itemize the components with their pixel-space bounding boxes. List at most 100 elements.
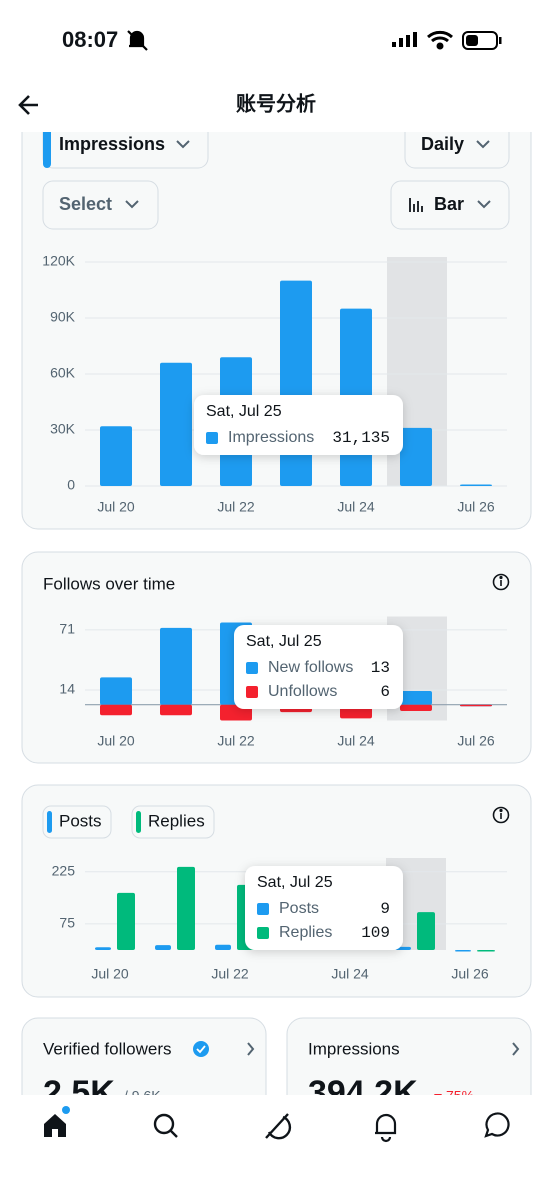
summary-card[interactable]: Impressions 394.2K 75% <box>286 1017 532 1158</box>
nav-messages[interactable] <box>484 1112 510 1138</box>
bar <box>155 945 171 950</box>
bar <box>400 704 432 712</box>
bar <box>100 677 132 705</box>
card-value: 2.5K <box>43 1074 115 1112</box>
dropdown-label: Impressions <box>59 134 165 154</box>
nav-grok[interactable] <box>265 1113 292 1140</box>
metric-dropdown[interactable]: Impressions <box>42 118 209 169</box>
legend-label: Posts <box>59 811 102 830</box>
bar <box>95 947 111 950</box>
tooltip-value: 6 <box>380 683 390 701</box>
legend-label: Replies <box>148 811 205 830</box>
dropdown-label: Daily <box>421 134 464 154</box>
y-tick-label: 60K <box>50 365 76 381</box>
select-dropdown[interactable]: Select <box>42 180 159 230</box>
y-tick-label: 14 <box>59 681 75 697</box>
x-tick-label: Jul 26 <box>451 966 489 982</box>
tooltip-box <box>245 866 403 950</box>
down-arrow <box>434 1094 442 1095</box>
tooltip-title: Sat, Jul 25 <box>257 874 333 891</box>
y-tick-label: 90K <box>50 309 76 325</box>
bar <box>160 362 192 486</box>
tooltip-series-name: Unfollows <box>268 683 337 700</box>
x-tick-label: Jul 24 <box>337 499 375 515</box>
legend-toggle[interactable]: Posts <box>42 805 112 839</box>
wifi-icon <box>427 30 453 50</box>
y-tick-label: 0 <box>67 477 75 493</box>
tooltip-box <box>194 395 403 455</box>
y-tick-label: 30K <box>50 421 76 437</box>
tooltip-title: Sat, Jul 25 <box>246 633 322 650</box>
card-change: 75% <box>446 1088 474 1104</box>
y-tick-label: 71 <box>59 621 75 637</box>
tooltip: Sat, Jul 25 New follows 13 Unfollows 6 <box>234 625 403 709</box>
bar <box>117 892 135 950</box>
x-tick-label: Jul 24 <box>337 733 375 749</box>
legend-swatch <box>47 811 52 833</box>
summary-card[interactable]: Verified followers 2.5K / 9.6K <box>21 1017 267 1158</box>
content: Impressions Daily Select Bar Follows ove… <box>21 118 532 1158</box>
verified-badge <box>193 1041 209 1057</box>
card-title: Impressions <box>308 1039 400 1058</box>
bar <box>100 704 132 716</box>
info-icon[interactable] <box>492 806 510 824</box>
card-title: Verified followers <box>43 1039 172 1058</box>
battery-icon <box>462 31 502 50</box>
legend-swatch <box>136 811 141 833</box>
tooltip-series-name: Replies <box>279 924 332 941</box>
bar <box>280 280 312 486</box>
bar <box>400 427 432 486</box>
bar <box>100 426 132 486</box>
tooltip-swatch <box>246 662 258 674</box>
mute-icon <box>127 30 148 51</box>
bar <box>400 691 432 705</box>
nav-notifications[interactable] <box>375 1113 397 1143</box>
tooltip-value: 9 <box>380 900 390 918</box>
y-tick-label: 120K <box>42 253 75 269</box>
bar <box>455 950 471 952</box>
period-dropdown[interactable]: Daily <box>404 118 510 169</box>
x-tick-label: Jul 24 <box>331 966 369 982</box>
y-tick-label: 225 <box>52 862 76 878</box>
tooltip-series-name: Impressions <box>228 429 314 446</box>
legend-toggle[interactable]: Replies <box>131 805 215 839</box>
tooltip-value: 31,135 <box>332 429 390 447</box>
charts: 0 30K 60K 90K 120K Jul 20 Jul 22 Jul 24 Jul 26 Sa… <box>42 253 507 982</box>
bar <box>460 484 492 487</box>
chart-title: Follows over time <box>43 574 175 593</box>
tooltip-swatch <box>257 903 269 915</box>
x-tick-label: Jul 20 <box>97 499 135 515</box>
tooltip: Sat, Jul 25 Posts 9 Replies 109 <box>245 866 403 950</box>
x-tick-label: Jul 20 <box>91 966 129 982</box>
x-tick-label: Jul 20 <box>97 733 135 749</box>
back-button[interactable] <box>18 95 38 115</box>
tooltip-value: 13 <box>371 659 390 677</box>
view-dropdown[interactable]: Bar <box>390 180 510 230</box>
header-title: 账号分析 <box>236 92 316 115</box>
x-tick-label: Jul 22 <box>217 733 255 749</box>
card-value: 394.2K <box>308 1074 418 1112</box>
tooltip: Sat, Jul 25 Impressions 31,135 <box>194 395 403 455</box>
nav-search[interactable] <box>153 1113 178 1138</box>
bar <box>160 627 192 705</box>
bar <box>215 944 231 950</box>
bar <box>417 912 435 950</box>
bottom-nav <box>0 1095 553 1200</box>
tooltip-swatch <box>246 686 258 698</box>
tooltip-series-name: New follows <box>268 659 353 676</box>
dropdown-label: Bar <box>434 194 464 214</box>
bar <box>177 866 195 950</box>
card-total: / 9.6K <box>124 1088 161 1104</box>
tooltip-box <box>234 625 403 709</box>
tooltip-swatch <box>206 432 218 444</box>
tooltip-series-name: Posts <box>279 900 319 917</box>
tooltip-title: Sat, Jul 25 <box>206 403 282 420</box>
info-icon[interactable] <box>492 573 510 591</box>
bar <box>477 950 495 952</box>
nav-home[interactable] <box>44 1106 70 1137</box>
tooltip-value: 109 <box>361 924 390 942</box>
status-time: 08:07 <box>62 27 118 52</box>
